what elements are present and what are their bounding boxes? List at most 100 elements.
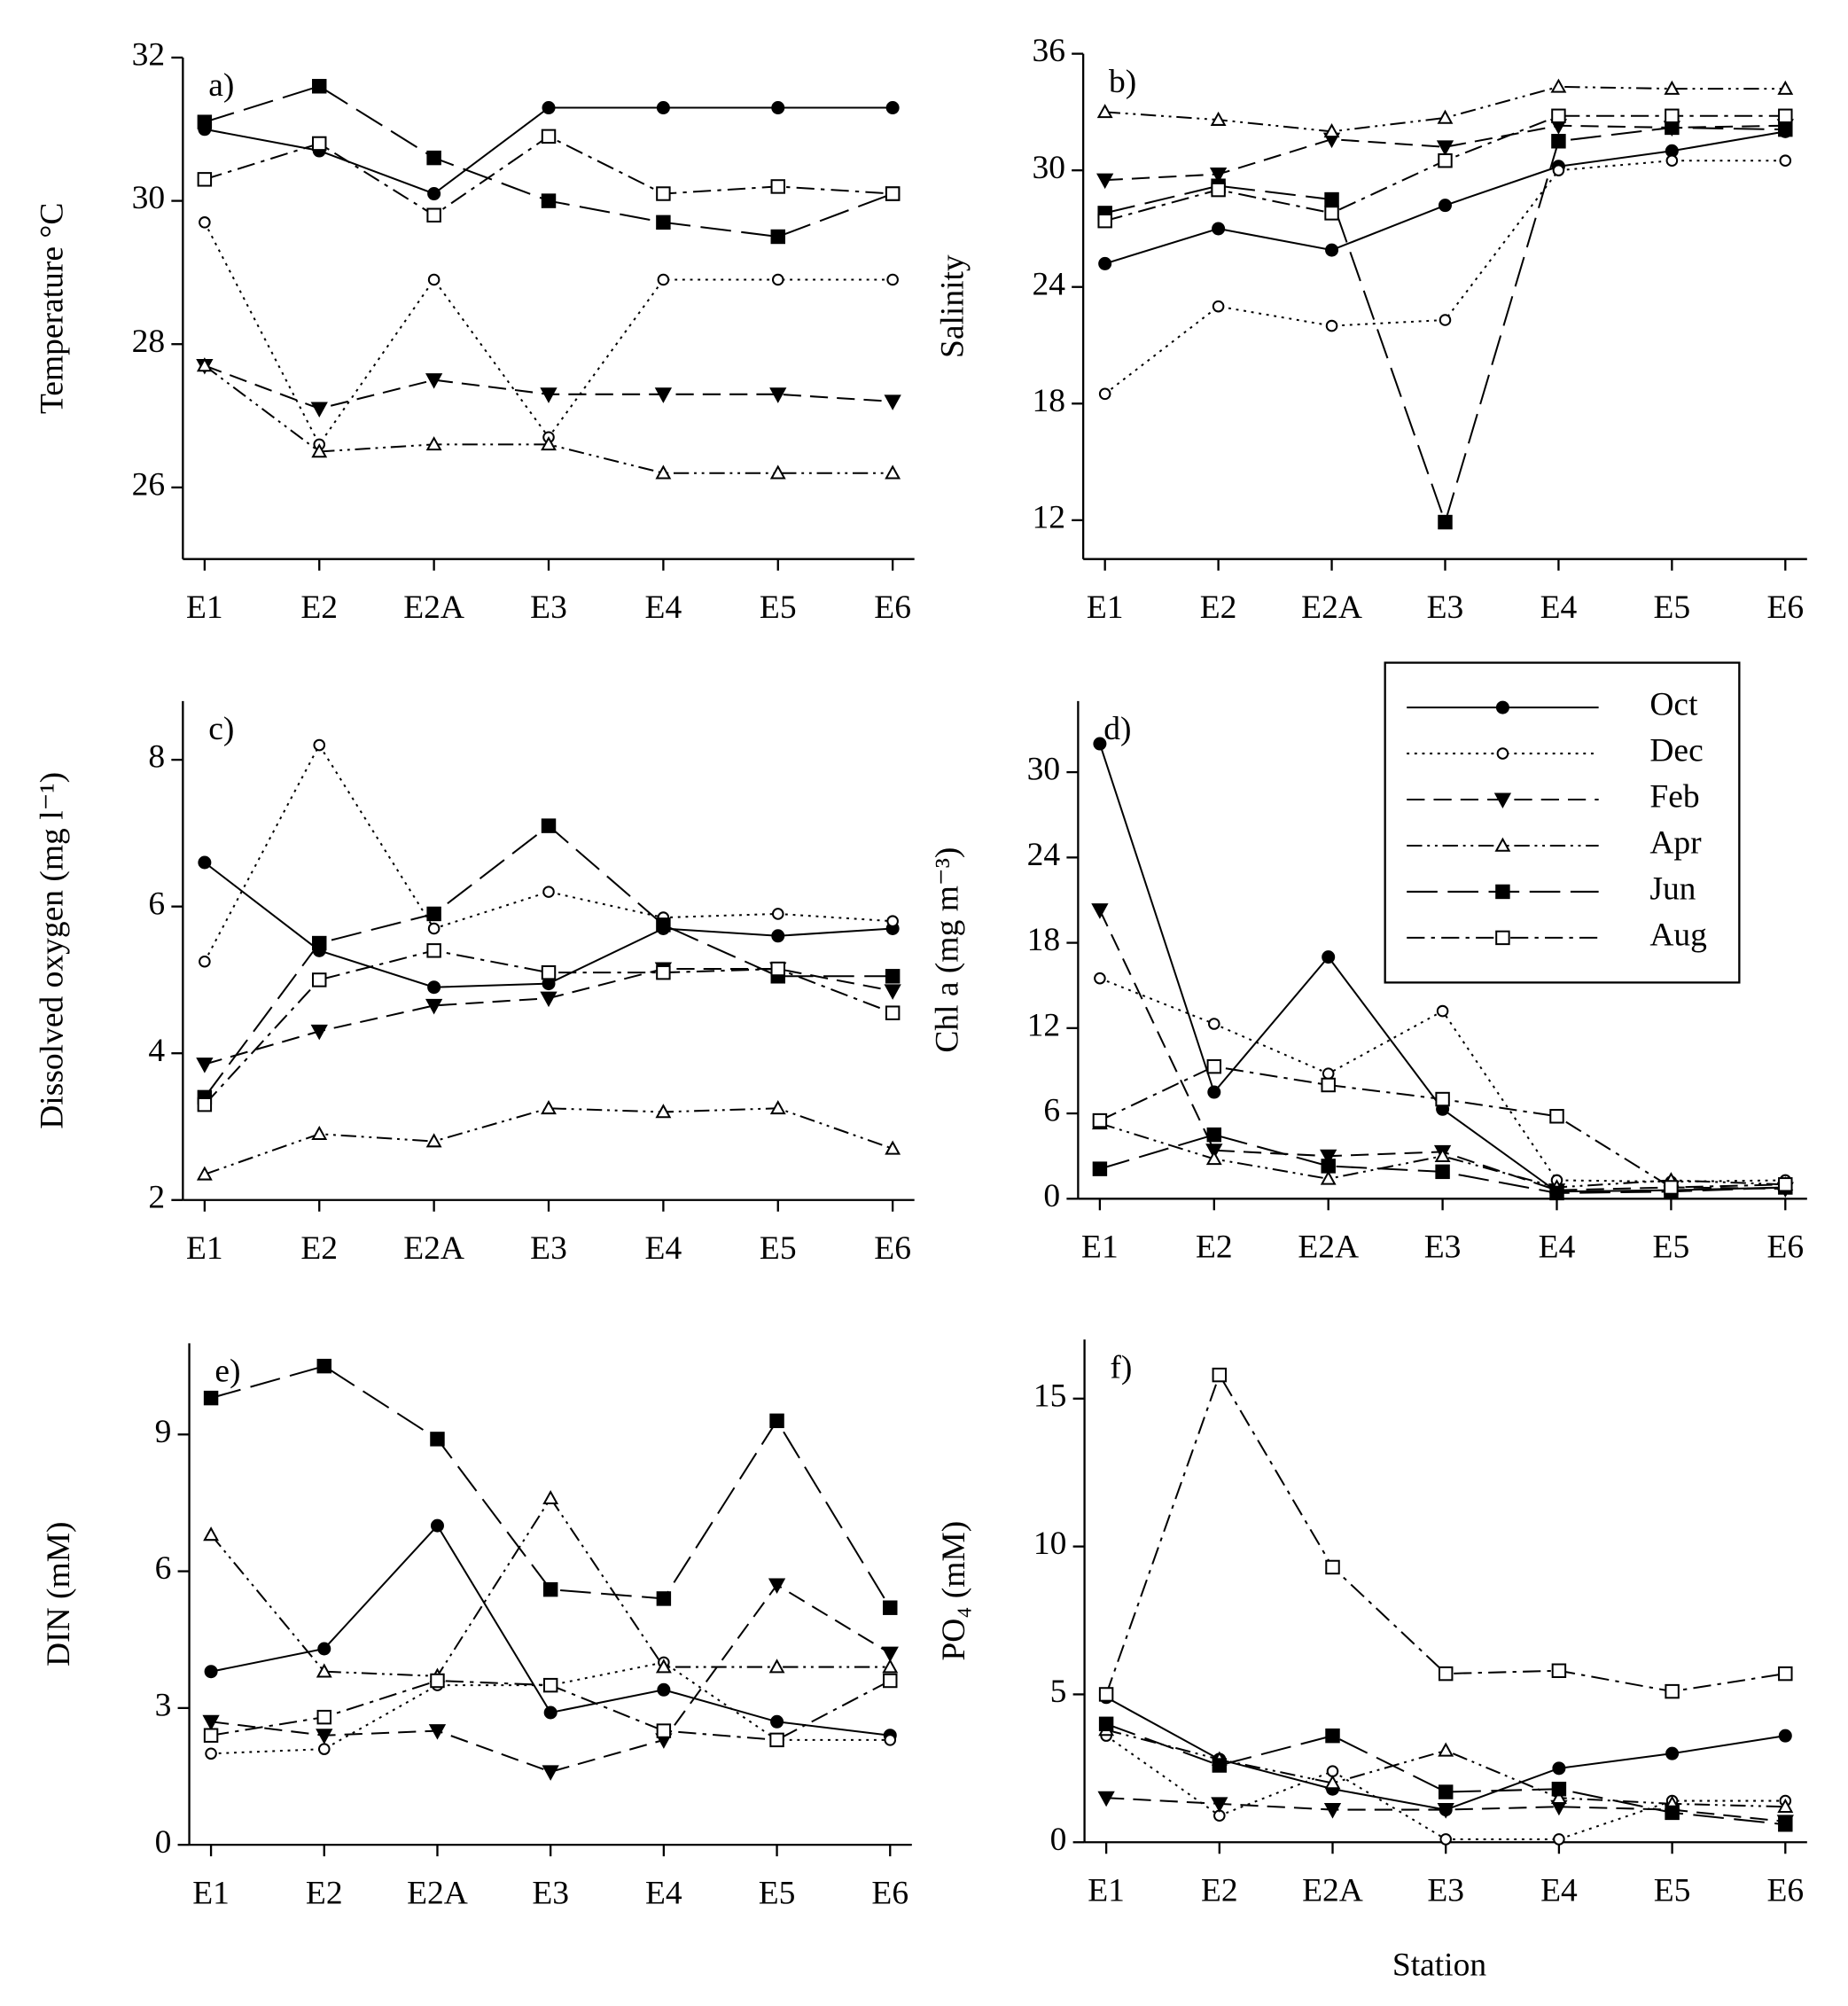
marker <box>541 964 557 980</box>
y-tick-label: 8 <box>148 739 165 776</box>
marker <box>541 818 557 833</box>
panel-label: a) <box>208 67 234 104</box>
marker <box>1552 1761 1566 1776</box>
marker <box>884 394 901 410</box>
x-axis-label: Station <box>1392 1947 1486 1983</box>
x-tick-label: E2 <box>1200 589 1237 626</box>
marker <box>771 273 784 286</box>
y-tick-label: 24 <box>1032 266 1065 302</box>
marker <box>316 1358 332 1374</box>
y-tick-label: 18 <box>1027 922 1060 958</box>
y-axis-label: Dissolved oxygen (mg l⁻¹) <box>35 772 71 1129</box>
marker <box>430 1432 445 1447</box>
marker <box>1097 213 1112 229</box>
marker <box>541 193 557 208</box>
marker <box>1665 154 1679 167</box>
marker <box>427 980 441 995</box>
marker <box>1205 1151 1222 1166</box>
marker <box>1322 1067 1335 1080</box>
marker <box>655 464 672 480</box>
y-tick-label: 32 <box>132 37 165 74</box>
marker <box>1438 514 1453 530</box>
marker <box>885 969 901 984</box>
marker <box>203 1390 219 1406</box>
marker <box>1553 1833 1565 1846</box>
x-tick-label: E4 <box>645 1230 682 1267</box>
marker <box>768 1578 786 1595</box>
y-tick-label: 9 <box>155 1414 172 1450</box>
marker <box>883 1673 898 1689</box>
x-tick-label: E3 <box>1427 1873 1464 1909</box>
x-tick-label: E3 <box>1427 589 1464 626</box>
marker <box>317 1743 331 1755</box>
marker <box>196 1058 214 1073</box>
x-tick-label: E4 <box>645 589 682 626</box>
x-tick-label: E2 <box>300 1230 338 1267</box>
marker <box>1207 1085 1221 1099</box>
y-tick-label: 30 <box>132 180 165 216</box>
x-tick-label: E5 <box>759 1875 796 1911</box>
marker <box>1206 1058 1222 1074</box>
y-axis-label: Salinity <box>934 254 971 358</box>
marker <box>883 1600 898 1615</box>
x-tick-label: E4 <box>1539 1229 1576 1266</box>
series-line <box>210 1524 891 1737</box>
marker <box>1551 108 1566 124</box>
marker <box>427 273 441 286</box>
marker <box>769 1413 784 1429</box>
marker <box>310 402 328 418</box>
marker <box>540 387 558 403</box>
y-axis-label: DIN (mM) <box>41 1522 77 1667</box>
marker <box>541 436 557 451</box>
panel-label: c) <box>208 711 234 747</box>
marker <box>771 908 784 920</box>
marker <box>542 886 555 898</box>
marker <box>310 1024 328 1041</box>
x-tick-label: E1 <box>192 1875 230 1911</box>
marker <box>1437 109 1454 124</box>
marker <box>1665 1805 1680 1821</box>
marker <box>882 1659 899 1674</box>
x-tick-label: E2 <box>306 1875 343 1911</box>
marker <box>426 207 441 222</box>
x-tick-label: E6 <box>1766 1229 1804 1266</box>
series-line <box>1105 1372 1786 1695</box>
x-tick-label: E5 <box>1654 589 1691 626</box>
marker <box>769 1099 786 1115</box>
marker <box>316 1663 332 1678</box>
marker <box>426 943 441 958</box>
marker <box>1098 1716 1114 1732</box>
marker <box>312 972 327 987</box>
marker <box>886 915 899 928</box>
marker <box>542 1765 559 1781</box>
marker <box>769 387 787 403</box>
marker <box>1438 1742 1454 1757</box>
legend-marker <box>1495 930 1510 946</box>
y-tick-label: 0 <box>1043 1178 1060 1214</box>
marker <box>1212 222 1226 236</box>
marker <box>1550 78 1567 93</box>
marker <box>1778 1666 1793 1682</box>
marker <box>1206 1127 1222 1143</box>
marker <box>885 186 901 201</box>
legend-label: Aug <box>1649 917 1707 954</box>
marker <box>203 1728 219 1743</box>
marker <box>317 1642 331 1656</box>
marker <box>1435 1164 1450 1180</box>
marker <box>316 1729 333 1745</box>
marker <box>1323 1803 1342 1819</box>
marker <box>1321 1159 1336 1174</box>
y-tick-label: 10 <box>1033 1526 1066 1562</box>
marker <box>770 1714 784 1729</box>
y-tick-label: 12 <box>1027 1007 1060 1043</box>
marker <box>1096 173 1114 190</box>
series-line <box>1104 85 1786 133</box>
marker <box>656 215 671 230</box>
marker <box>426 906 441 922</box>
marker <box>543 1705 558 1720</box>
marker <box>1436 140 1454 156</box>
marker <box>1208 1018 1220 1030</box>
marker <box>425 998 443 1015</box>
marker <box>1211 1797 1228 1813</box>
